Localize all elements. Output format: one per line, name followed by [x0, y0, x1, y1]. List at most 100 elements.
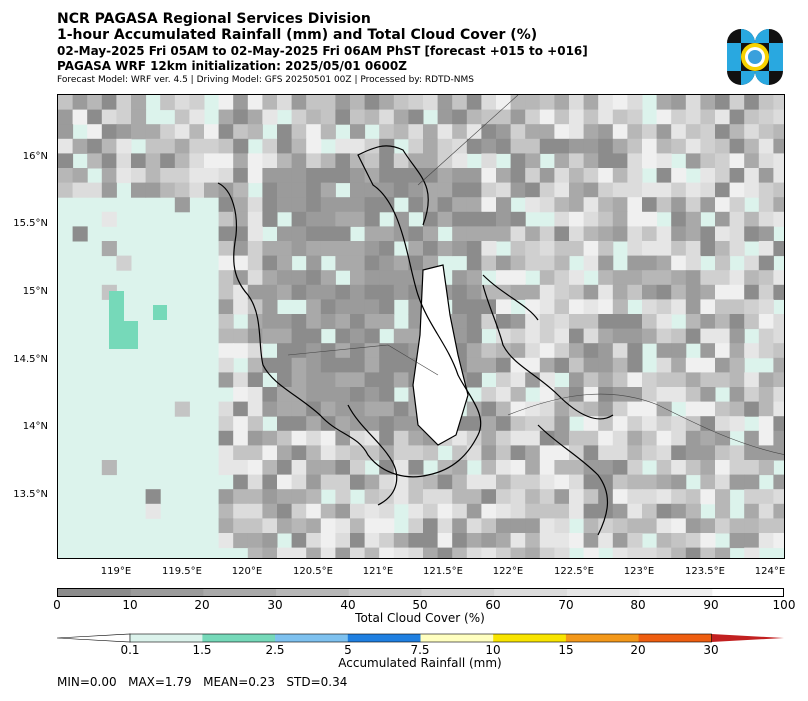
- cloud-cell: [583, 533, 599, 549]
- cloud-cell: [291, 533, 307, 549]
- cloud-cell: [773, 416, 784, 432]
- cloud-cell: [525, 328, 541, 344]
- cloud-cell: [291, 211, 307, 227]
- cloud-cell: [671, 328, 687, 344]
- cloud-cell: [773, 138, 784, 154]
- cloud-cell: [671, 211, 687, 227]
- cloud-cell: [612, 211, 628, 227]
- cloud-cell: [437, 124, 453, 140]
- cloud-cell: [466, 547, 482, 558]
- cloud-cell: [583, 182, 599, 198]
- cloud-cell: [350, 445, 366, 461]
- cloud-cell: [247, 533, 263, 549]
- cloud-cell: [233, 168, 249, 184]
- cloud-cell: [758, 314, 774, 330]
- cloud-cell: [247, 241, 263, 257]
- cloud-cell: [729, 445, 745, 461]
- cloud-cell: [656, 489, 672, 505]
- cloud-cell: [116, 138, 132, 154]
- cloud-cell: [452, 299, 468, 315]
- cloud-cell: [481, 314, 497, 330]
- cloud-cell: [247, 168, 263, 184]
- cloud-cell: [218, 430, 234, 446]
- cloud-cell: [510, 416, 526, 432]
- cloud-cell: [715, 503, 731, 519]
- cloud-cell: [612, 489, 628, 505]
- cloud-cell: [569, 503, 585, 519]
- cloud-cell: [539, 489, 555, 505]
- cloud-cell: [145, 138, 161, 154]
- cloud-cell: [583, 343, 599, 359]
- cloud-cell: [729, 328, 745, 344]
- cloud-cell: [583, 138, 599, 154]
- cloud-cell: [758, 168, 774, 184]
- cloud-cell: [539, 416, 555, 432]
- cloud-cell: [379, 255, 395, 271]
- cloud-cell: [612, 153, 628, 169]
- cloud-cell: [539, 138, 555, 154]
- cloud-cell: [715, 241, 731, 257]
- cloud-cell: [452, 168, 468, 184]
- cloud-cell: [437, 503, 453, 519]
- province-lines: [287, 95, 784, 455]
- cloud-cell: [554, 533, 570, 549]
- cloud-cell: [773, 387, 784, 403]
- cloud-cell: [408, 533, 424, 549]
- cloud-cell: [773, 357, 784, 373]
- cloud-cell: [291, 357, 307, 373]
- cloud-cell: [744, 387, 760, 403]
- cloud-cell: [729, 124, 745, 140]
- cloud-cell: [496, 533, 512, 549]
- cloud-cell: [554, 226, 570, 242]
- cloud-cell: [452, 518, 468, 534]
- cloud-cell: [583, 197, 599, 213]
- cloud-cell: [671, 518, 687, 534]
- cloud-cell: [525, 533, 541, 549]
- cloud-cell: [510, 241, 526, 257]
- cloud-cell: [685, 416, 701, 432]
- cloud-cell: [306, 153, 322, 169]
- cloud-cell: [671, 533, 687, 549]
- lon-label: 123°E: [623, 566, 655, 577]
- cloud-cell: [262, 241, 278, 257]
- cloud-cell: [598, 416, 614, 432]
- cb-tick: 50: [412, 598, 428, 612]
- cloud-cell: [744, 95, 760, 111]
- cloud-cell: [335, 138, 351, 154]
- cloud-cell: [218, 445, 234, 461]
- cloud-cell: [218, 328, 234, 344]
- cloud-cell: [671, 430, 687, 446]
- cloud-cell: [481, 241, 497, 257]
- cloud-cell: [335, 343, 351, 359]
- cloud-cell: [247, 372, 263, 388]
- cloud-cell: [598, 387, 614, 403]
- cloud-cell: [656, 197, 672, 213]
- cloud-cell: [350, 124, 366, 140]
- cloud-cell: [306, 299, 322, 315]
- cloud-cell: [218, 211, 234, 227]
- cloud-cell: [466, 197, 482, 213]
- cloud-cell: [262, 489, 278, 505]
- cloud-cell: [320, 299, 336, 315]
- cloud-cell: [744, 474, 760, 490]
- cloud-cell: [291, 109, 307, 125]
- cloud-cell: [612, 284, 628, 300]
- cloud-cell: [685, 211, 701, 227]
- cloud-cell: [87, 182, 103, 198]
- cloud-cell: [364, 314, 380, 330]
- cloud-cell: [583, 168, 599, 184]
- cloud-cell: [525, 401, 541, 417]
- rb-segment: [711, 634, 784, 642]
- cloud-cell: [262, 109, 278, 125]
- cloud-cell: [233, 299, 249, 315]
- cloud-cell: [408, 95, 424, 111]
- cloud-cell: [364, 182, 380, 198]
- cloud-cell: [773, 503, 784, 519]
- cloud-cell: [598, 474, 614, 490]
- cloud-cell: [627, 314, 643, 330]
- cloud-cell: [87, 109, 103, 125]
- cloud-cell: [583, 284, 599, 300]
- cloud-cell: [466, 109, 482, 125]
- cloud-cell: [379, 270, 395, 286]
- cloud-cell: [218, 284, 234, 300]
